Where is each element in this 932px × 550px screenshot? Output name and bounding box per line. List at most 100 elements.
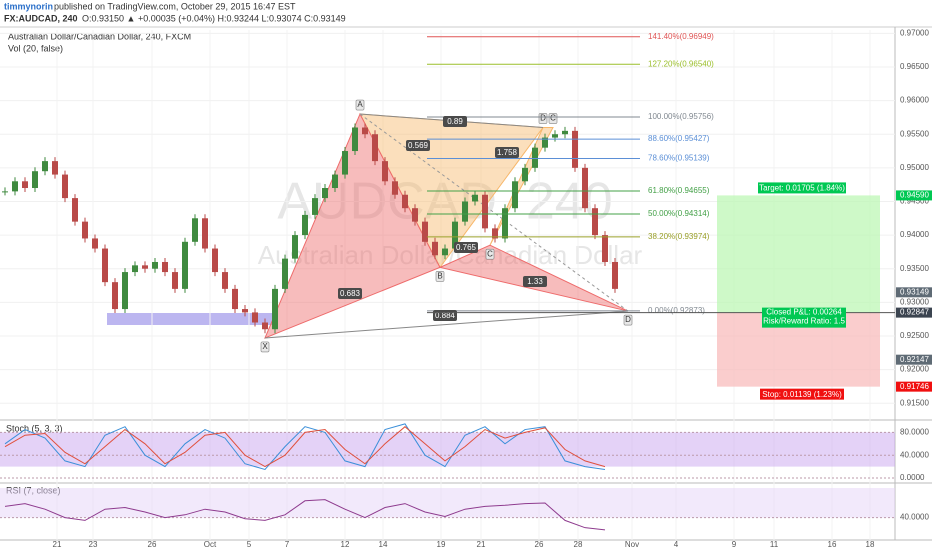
price-tag-label: 0.94590: [900, 191, 929, 200]
candle: [62, 174, 68, 199]
candle: [152, 261, 158, 269]
pattern-leg: [359, 113, 629, 312]
y-tick-label: 0.92000: [900, 365, 929, 374]
candle: [12, 181, 18, 192]
fib-label: 50.00%(0.94314): [648, 209, 710, 218]
ratio-badge: [495, 147, 519, 158]
ratio-label: 1.758: [497, 148, 518, 157]
candle: [332, 174, 338, 189]
candle: [352, 127, 358, 152]
candle: [252, 312, 258, 323]
rr-label: Risk/Reward Ratio: 1.5: [763, 317, 845, 326]
pnl-badge: [762, 307, 846, 328]
candle: [222, 272, 228, 289]
x-tick-label: 9: [732, 540, 737, 549]
candle: [172, 272, 178, 289]
y-tick-label: 40.0000: [900, 450, 929, 459]
y-tick-label: 0.97000: [900, 28, 929, 37]
y-tick-label: 0.93500: [900, 264, 929, 273]
symbol: FX:AUDCAD, 240: [4, 13, 78, 23]
ratio-badge: [454, 242, 478, 253]
candle: [582, 167, 588, 209]
ratio-badge: [443, 116, 467, 127]
x-tick-label: Oct: [204, 540, 217, 549]
x-tick-label: 7: [285, 540, 290, 549]
candle: [232, 288, 238, 310]
y-tick-label: 0.95500: [900, 129, 929, 138]
candle: [512, 181, 518, 209]
stop-badge: [760, 388, 844, 400]
y-tick-label: 0.95000: [900, 163, 929, 172]
candle: [282, 258, 288, 289]
point-badge: [435, 271, 445, 282]
candle: [272, 288, 278, 330]
point-label: A: [357, 100, 363, 109]
x-tick-label: 18: [866, 540, 875, 549]
candle: [42, 161, 48, 172]
candle: [592, 208, 598, 236]
pattern-leg: [264, 310, 629, 339]
candle: [72, 198, 78, 222]
candle: [292, 235, 298, 259]
candle: [192, 218, 198, 242]
candle: [432, 241, 438, 256]
candle: [542, 137, 548, 148]
candle: [122, 272, 128, 310]
target-label: Target: 0.01705 (1.84%): [759, 184, 845, 193]
y-tick-label: 0.96000: [900, 96, 929, 105]
candle: [422, 221, 428, 242]
candle: [552, 134, 558, 138]
stoch-line: [4, 426, 606, 468]
candle: [612, 261, 618, 289]
point-badge: [548, 113, 558, 124]
subtitle: Vol (20, false): [8, 43, 63, 53]
point-badge: [623, 314, 633, 326]
y-tick-label: 40.0000: [900, 513, 929, 522]
point-label: C: [487, 249, 493, 258]
y-tick-label: 0.94000: [900, 230, 929, 239]
y-tick-label: 0.91500: [900, 398, 929, 407]
candle: [242, 309, 248, 313]
candle: [82, 221, 88, 239]
y-tick-label: 80.0000: [900, 428, 929, 437]
publisher[interactable]: timmynorin: [4, 1, 53, 11]
x-tick-label: 21: [477, 540, 486, 549]
point-badge: [355, 99, 365, 111]
point-label: B: [437, 271, 442, 280]
point-label: D: [625, 315, 631, 324]
price-tag: [896, 354, 932, 365]
candle: [302, 214, 308, 236]
ratio-label: 1.33: [527, 277, 543, 286]
y-tick-label: 0.93000: [900, 297, 929, 306]
fib-label: 100.00%(0.95756): [648, 112, 714, 121]
point-label: D: [540, 114, 546, 123]
ohlc: O:0.93150 ▲ +0.00035 (+0.04%) H:0.93244 …: [82, 13, 346, 23]
x-tick-label: 11: [770, 540, 779, 549]
rsi-line: [4, 499, 606, 531]
x-tick-label: Nov: [625, 540, 639, 549]
stoch-line: [4, 423, 606, 471]
y-tick-label: 0.0000: [900, 473, 925, 482]
fib-label: 141.40%(0.96949): [648, 32, 714, 41]
candle: [322, 188, 328, 199]
candle: [502, 208, 508, 239]
candle: [382, 161, 388, 182]
price-tag: [896, 190, 932, 201]
point-label: C: [550, 114, 556, 123]
ratio-label: 0.884: [435, 311, 456, 320]
published: published on TradingView.com, October 29…: [54, 1, 296, 11]
candle: [412, 208, 418, 222]
ratio-label: 0.569: [408, 141, 429, 150]
ratio-label: 0.89: [447, 117, 463, 126]
candle: [532, 147, 538, 168]
candle: [52, 161, 58, 175]
candle: [22, 181, 28, 189]
price-tag-label: 0.93149: [900, 287, 929, 296]
fib-label: 88.60%(0.95427): [648, 134, 710, 143]
price-tag-label: 0.91746: [900, 382, 929, 391]
candle: [462, 201, 468, 222]
ratio-badge: [338, 288, 362, 299]
ratio-label: 0.683: [340, 289, 361, 298]
point-badge: [485, 248, 495, 260]
x-tick-label: 23: [89, 540, 98, 549]
